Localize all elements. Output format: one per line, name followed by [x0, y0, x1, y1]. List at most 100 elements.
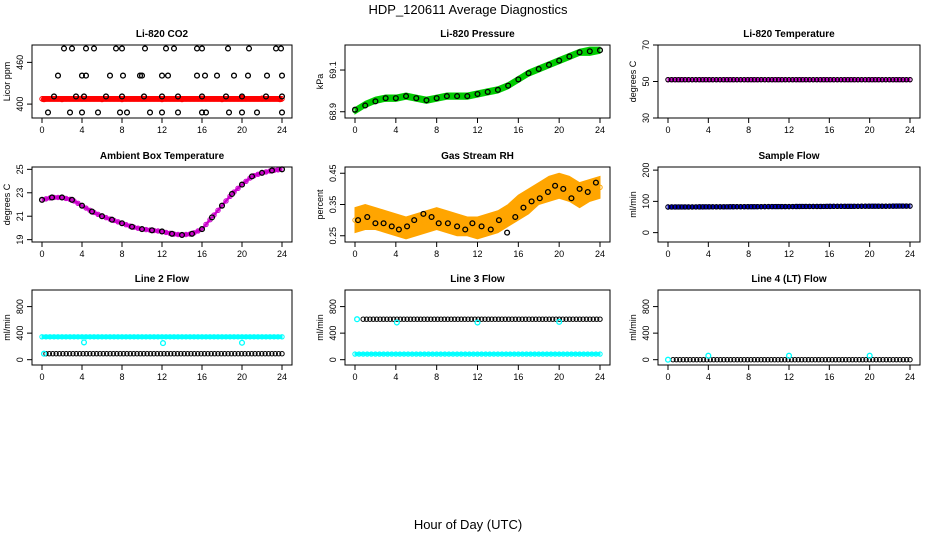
- line-4-lt-flow-point: [705, 352, 712, 359]
- li-820-temperature-point: [831, 76, 837, 83]
- line-2-flow-point: [235, 351, 241, 357]
- sample-flow-point: [779, 203, 785, 210]
- line-3-flow-point: [529, 316, 536, 322]
- line-4-lt-flow-xtick-label: 12: [784, 372, 794, 382]
- sample-flow-point: [848, 203, 854, 209]
- gas-stream-rh-band-marker: [511, 208, 517, 214]
- line-2-flow-point: [56, 351, 63, 357]
- li-820-temperature-point: [775, 76, 782, 83]
- sample-flow-point: [679, 204, 685, 210]
- line-4-lt-flow-point: [859, 356, 866, 363]
- sample-flow-point: [845, 203, 851, 210]
- line-3-flow-point: [384, 316, 390, 322]
- li-820-pressure-band-band: [354, 46, 601, 115]
- sample-flow-xtick-label: 24: [905, 249, 915, 259]
- line-2-flow-series-line-b-mean: [43, 351, 285, 357]
- li-820-pressure-xtick-label: 20: [554, 125, 564, 135]
- li-820-co2-point: [277, 45, 285, 52]
- ambient-box-temperature-band-marker: [223, 198, 229, 204]
- gas-stream-rh-point: [552, 182, 559, 189]
- line-3-flow-point: [546, 316, 552, 322]
- line-3-flow-point: [445, 316, 451, 322]
- line-2-flow-point: [205, 351, 211, 357]
- line-3-flow-point: [563, 316, 569, 322]
- li-820-co2-point: [72, 93, 80, 100]
- line-2-flow-point: [117, 351, 123, 357]
- li-820-co2-point: [272, 45, 280, 52]
- line-4-lt-flow-point: [809, 356, 815, 363]
- ambient-box-temperature-band-marker: [243, 178, 249, 184]
- line-4-lt-flow-point: [700, 356, 707, 363]
- sample-flow-point: [765, 203, 771, 210]
- li-820-co2-point: [82, 72, 90, 79]
- line-2-flow-point: [238, 339, 246, 346]
- ambient-box-temperature-band-band: [41, 167, 283, 237]
- line-2-flow-point: [103, 351, 110, 357]
- li-820-co2-point: [198, 109, 206, 116]
- line-2-flow-ytick-label: 800: [15, 299, 25, 314]
- li-820-co2-series-lower: [44, 109, 286, 116]
- li-820-temperature-point: [907, 76, 913, 83]
- li-820-co2-point: [60, 45, 68, 52]
- line-3-flow-point: [590, 316, 596, 322]
- line-2-flow-ytick-label: 0: [15, 357, 25, 362]
- line-2-flow-point: [141, 351, 147, 357]
- li-820-temperature-point: [699, 76, 706, 83]
- sample-flow-point: [890, 203, 896, 209]
- line-2-flow-point: [164, 351, 171, 357]
- sample-flow-point: [838, 203, 844, 210]
- li-820-co2-point: [158, 96, 166, 103]
- sample-flow-point: [748, 203, 754, 210]
- gas-stream-rh-point: [388, 223, 395, 230]
- ambient-box-temperature-ylabel: degrees C: [2, 183, 12, 225]
- line-3-flow-point: [512, 316, 519, 322]
- line-3-flow-point: [583, 316, 590, 322]
- line-3-flow-point: [424, 316, 431, 322]
- line-4-lt-flow-ytick-label: 400: [641, 326, 651, 341]
- line-4-lt-flow-point: [687, 356, 693, 363]
- gas-stream-rh-band-marker: [507, 211, 513, 217]
- li-820-temperature-point: [872, 76, 879, 83]
- line-2-flow-point: [259, 351, 265, 357]
- line-3-flow-point: [549, 316, 556, 322]
- li-820-co2-series-upper: [54, 72, 286, 79]
- li-820-temperature-point: [741, 76, 747, 83]
- line-2-flow-xtick-label: 24: [277, 372, 287, 382]
- ambient-box-temperature-point: [128, 223, 136, 230]
- line-4-lt-flow-point: [714, 356, 720, 363]
- li-820-pressure-xtick-label: 12: [472, 125, 482, 135]
- li-820-co2-point: [222, 93, 230, 100]
- gas-stream-rh-xtick-label: 8: [434, 249, 439, 259]
- line-3-flow-ylabel: ml/min: [315, 314, 325, 341]
- li-820-pressure-point: [484, 88, 491, 95]
- li-820-co2-point: [170, 45, 178, 52]
- line-2-flow-point: [178, 351, 184, 357]
- li-820-pressure-point: [494, 86, 501, 93]
- li-820-co2-frame: [31, 44, 293, 119]
- line-3-flow-point: [543, 316, 549, 322]
- line-2-flow-point: [168, 351, 174, 357]
- panel-line-2-flow: Line 2 Flow ml/min 0 4 8 12 16 20 24 0 400 800: [2, 274, 293, 382]
- li-820-pressure-point: [413, 95, 420, 102]
- line-3-flow-point: [374, 316, 380, 322]
- line-3-flow-point: [570, 316, 576, 322]
- line-3-flow-xtick-label: 16: [513, 372, 523, 382]
- li-820-temperature-point: [782, 76, 789, 83]
- ambient-box-temperature-point: [248, 173, 256, 180]
- li-820-pressure-xtick-label: 24: [595, 125, 605, 135]
- sample-flow-point: [893, 203, 899, 209]
- line-2-flow-point: [228, 351, 235, 357]
- line-2-flow-point: [191, 351, 198, 357]
- line-3-flow-point: [448, 316, 454, 322]
- li-820-co2-ytick-label: 400: [15, 97, 25, 112]
- li-820-co2-point: [66, 109, 74, 116]
- line-2-flow-point: [93, 351, 100, 357]
- line-2-flow-point: [225, 351, 231, 357]
- gas-stream-rh-point: [420, 210, 427, 217]
- gas-stream-rh-point: [469, 220, 476, 227]
- line-4-lt-flow-point: [832, 356, 839, 363]
- line-2-flow-point: [195, 351, 201, 357]
- line-2-flow-point: [154, 351, 160, 357]
- ambient-box-temperature-point: [168, 230, 176, 237]
- li-820-temperature-point: [730, 76, 737, 83]
